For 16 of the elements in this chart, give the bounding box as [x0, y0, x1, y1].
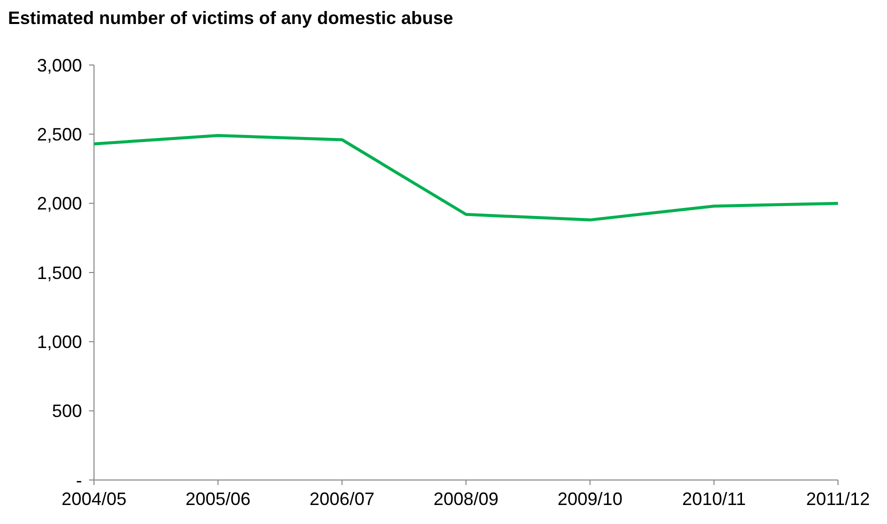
y-tick-label: 500	[52, 401, 82, 422]
x-tick-label: 2005/06	[185, 489, 251, 509]
x-tick-label: 2010/11	[682, 489, 746, 509]
y-tick-label: -	[76, 470, 82, 490]
y-tick-label: 1,000	[36, 332, 82, 352]
line-series	[92, 134, 840, 222]
x-tick-label: 2011/12	[806, 489, 870, 509]
x-tick-label: 2004/05	[61, 489, 127, 509]
y-tick-label: 2,000	[36, 194, 82, 214]
y-tick-label: 2,500	[36, 124, 82, 144]
y-tick-label: 1,500	[36, 262, 82, 283]
y-tick-label: 3,000	[36, 55, 82, 76]
x-tick-label: 2008/09	[433, 489, 499, 509]
chart-title: Estimated number of victims of any domestic abuse	[8, 8, 454, 28]
x-tick-label: 2009/10	[557, 489, 623, 509]
x-tick-label: 2006/07	[309, 489, 375, 509]
